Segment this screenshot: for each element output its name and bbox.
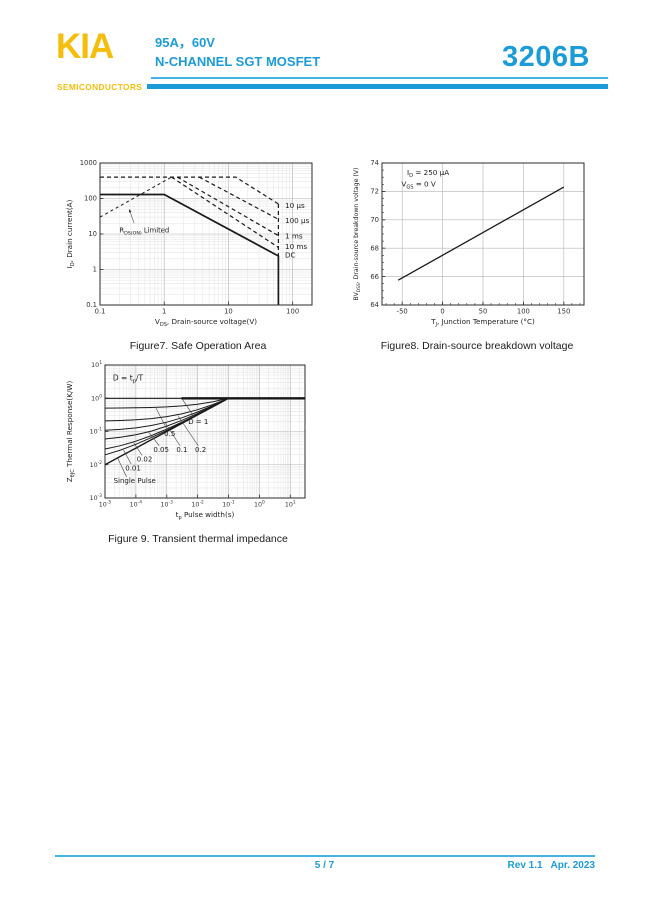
thermal-impedance-chart: 10-5 10-4 10-3 10-2 10-1 100 101 10-3 10-2 10-1 10… — [65, 360, 306, 521]
series-D=0.5 — [104, 397, 229, 409]
svg-text:10-1: 10-1 — [222, 500, 235, 509]
device-type: N-CHANNEL SGT MOSFET — [155, 54, 321, 69]
svg-text:10-2: 10-2 — [191, 500, 204, 509]
svg-text:66: 66 — [370, 273, 379, 281]
series-rdson-limit — [99, 176, 172, 218]
leader-line — [133, 442, 143, 456]
series-10us — [100, 176, 279, 205]
svg-text:50: 50 — [479, 308, 488, 316]
svg-text:101: 101 — [285, 500, 296, 509]
curve-label: D = tp/T — [113, 374, 144, 385]
leader-line — [117, 458, 127, 478]
curve-label: 0.2 — [195, 446, 206, 454]
svg-text:1000: 1000 — [80, 159, 97, 167]
revision-date: Rev 1.1 Apr. 2023 — [507, 860, 595, 871]
leader-line — [123, 449, 132, 465]
leader-line — [182, 399, 195, 418]
svg-text:VDS, Drain-source voltage(V): VDS, Drain-source voltage(V) — [155, 317, 257, 328]
device-rating: 95A，60V — [155, 35, 215, 50]
figure-safe-operation-area: 0.1 1 10 100 0.1 1 10 100 1000 VDS, Drain-source … — [62, 152, 334, 352]
svg-text:BVDSS, Drain-source breakdown: BVDSS, Drain-source breakdown voltage (V… — [353, 168, 362, 301]
svg-text:100: 100 — [84, 195, 97, 203]
svg-text:10: 10 — [224, 308, 233, 316]
figure8-caption: Figure8. Drain-source breakdown voltage — [380, 340, 574, 352]
svg-text:ID, Drain current(A): ID, Drain current(A) — [65, 199, 76, 268]
svg-text:0.1: 0.1 — [86, 301, 97, 309]
curve-label: 0.5 — [164, 430, 175, 438]
curve-label: VGS = 0 V — [401, 180, 435, 191]
header-rule-thin — [151, 77, 608, 79]
series-BVDSS-vs-Tj — [397, 186, 565, 281]
svg-text:64: 64 — [370, 301, 379, 309]
svg-text:0.1: 0.1 — [95, 308, 106, 316]
svg-text:100: 100 — [517, 308, 530, 316]
svg-text:ZθJC Thermal Response(K/W): ZθJC Thermal Response(K/W) — [65, 381, 76, 483]
series-D=0.2 — [104, 397, 229, 422]
curve-label: 0.01 — [125, 464, 141, 472]
svg-text:150: 150 — [557, 308, 570, 316]
kia-logo: KIA — [56, 27, 114, 66]
curve-label: DC — [285, 251, 296, 260]
curve-label: 10 µs — [285, 201, 305, 210]
curve-label: 1 ms — [285, 232, 303, 241]
svg-text:74: 74 — [370, 159, 379, 167]
device-summary: 95A，60V N-CHANNEL SGT MOSFET — [155, 33, 320, 71]
header-rule-thick — [147, 84, 608, 89]
curve-label: RDS(ON) Limited — [119, 226, 169, 236]
svg-text:100: 100 — [254, 500, 265, 509]
series-DC — [100, 193, 280, 305]
svg-text:70: 70 — [370, 216, 379, 224]
curve-label: 10 ms — [285, 242, 307, 251]
svg-text:10-2: 10-2 — [90, 460, 103, 469]
svg-text:10-3: 10-3 — [90, 493, 103, 502]
leader-line — [177, 415, 199, 447]
figure7-caption: Figure7. Safe Operation Area — [129, 340, 267, 352]
svg-text:tp Pulse width(s): tp Pulse width(s) — [176, 510, 235, 521]
leader-line — [155, 408, 168, 431]
svg-text:10: 10 — [88, 230, 97, 238]
svg-text:10-3: 10-3 — [161, 500, 174, 509]
curve-label: 0.1 — [176, 446, 187, 454]
figure9-caption: Figure 9. Transient thermal impedance — [108, 533, 288, 545]
svg-text:72: 72 — [370, 188, 379, 196]
footer-rule — [55, 855, 595, 857]
svg-text:-50: -50 — [397, 308, 408, 316]
arrowhead — [128, 209, 132, 213]
series-100us — [198, 176, 279, 220]
svg-text:1: 1 — [93, 266, 97, 274]
svg-text:0: 0 — [440, 308, 444, 316]
svg-text:68: 68 — [370, 244, 379, 252]
svg-text:10-1: 10-1 — [90, 427, 103, 436]
part-number: 3206B — [502, 41, 590, 73]
curve-label: ID = 250 µA — [407, 168, 449, 179]
series-10ms — [171, 176, 279, 248]
logo-subtext: SEMICONDUCTORS — [57, 82, 143, 92]
page-number: 5 / 7 — [314, 860, 335, 871]
svg-text:100: 100 — [91, 393, 102, 402]
soa-chart: 0.1 1 10 100 0.1 1 10 100 1000 VDS, Drain-source … — [65, 159, 313, 328]
curve-label: D = 1 — [188, 418, 208, 426]
figure-thermal-impedance: 10-5 10-4 10-3 10-2 10-1 100 101 10-3 10-2 10-1 10… — [62, 357, 334, 545]
svg-text:1: 1 — [162, 308, 166, 316]
svg-text:TJ, Junction Temperature (°C): TJ, Junction Temperature (°C) — [430, 317, 535, 328]
svg-text:10-4: 10-4 — [130, 500, 143, 509]
series-D=0.1 — [104, 397, 229, 431]
svg-text:100: 100 — [286, 308, 299, 316]
svg-text:10-5: 10-5 — [99, 500, 112, 509]
curve-label: 0.05 — [153, 446, 169, 454]
leader-line — [148, 432, 160, 447]
svg-text:101: 101 — [91, 360, 102, 369]
series-1ms — [176, 176, 279, 237]
curve-label: 0.02 — [137, 456, 153, 464]
curve-label: 100 µs — [285, 216, 310, 225]
leader-line — [165, 422, 181, 447]
curve-label: Single Pulse — [114, 477, 156, 485]
breakdown-voltage-chart: -50 0 50 100 150 64 66 68 70 72 74 TJ, Junction Tem… — [353, 159, 585, 328]
figure-breakdown-voltage: -50 0 50 100 150 64 66 68 70 72 74 TJ, Junction Tem… — [348, 152, 606, 352]
